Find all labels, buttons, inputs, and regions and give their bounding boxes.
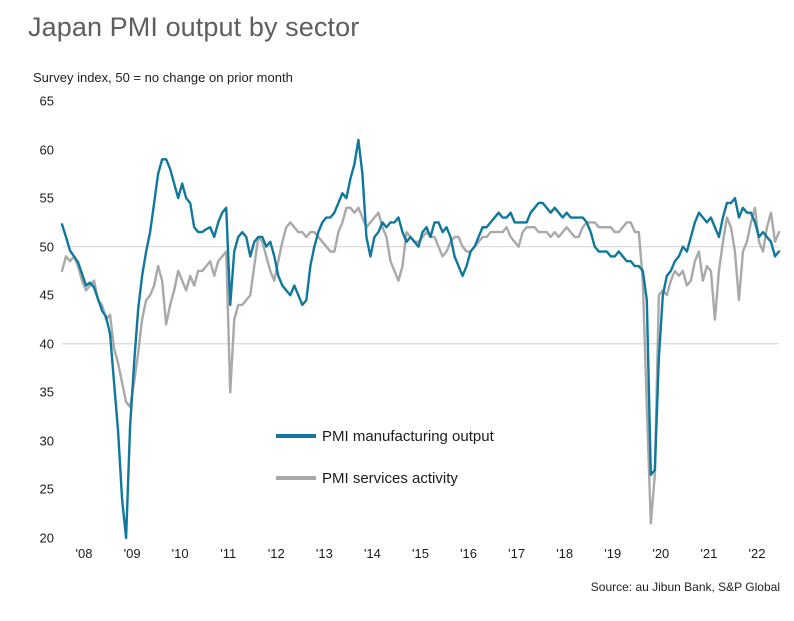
- legend-item-services[interactable]: PMI services activity: [276, 457, 494, 499]
- x-tick-label: '15: [412, 546, 429, 561]
- x-tick-label: '17: [508, 546, 526, 561]
- x-tick-label: '12: [267, 546, 285, 561]
- x-tick-label: '16: [460, 546, 478, 561]
- chart-legend: PMI manufacturing output PMI services ac…: [276, 415, 494, 499]
- source-note: Source: au Jibun Bank, S&P Global: [590, 580, 780, 594]
- x-tick-label: '20: [652, 546, 670, 561]
- x-tick-label: '14: [363, 546, 381, 561]
- y-tick-label: 65: [39, 93, 54, 109]
- y-tick-label: 25: [39, 481, 54, 497]
- x-tick-label: '11: [220, 546, 237, 561]
- y-tick-label: 60: [39, 142, 54, 158]
- x-tick-label: '18: [556, 546, 574, 561]
- y-tick-label: 55: [39, 190, 54, 206]
- page-title: Japan PMI output by sector: [28, 12, 360, 42]
- y-tick-label: 20: [39, 530, 54, 546]
- legend-item-manufacturing[interactable]: PMI manufacturing output: [276, 415, 494, 457]
- x-tick-label: '13: [315, 546, 333, 561]
- y-tick-label: 40: [39, 336, 54, 352]
- y-tick-label: 45: [39, 287, 54, 303]
- x-tick-label: '21: [700, 546, 718, 561]
- series-line-manufacturing: [60, 138, 781, 540]
- x-tick-label: '08: [75, 546, 93, 561]
- legend-swatch-manufacturing: [276, 434, 316, 438]
- x-tick-label: '09: [123, 546, 141, 561]
- x-tick-label: '10: [171, 546, 189, 561]
- legend-label-services: PMI services activity: [322, 469, 458, 487]
- legend-label-manufacturing: PMI manufacturing output: [322, 427, 494, 445]
- x-tick-label: '19: [604, 546, 622, 561]
- x-tick-label: '22: [748, 546, 766, 561]
- y-tick-label: 35: [39, 384, 54, 400]
- legend-swatch-services: [276, 476, 316, 480]
- y-tick-label: 30: [39, 433, 54, 449]
- y-tick-label: 50: [39, 239, 54, 255]
- chart-subtitle: Survey index, 50 = no change on prior mo…: [33, 70, 293, 85]
